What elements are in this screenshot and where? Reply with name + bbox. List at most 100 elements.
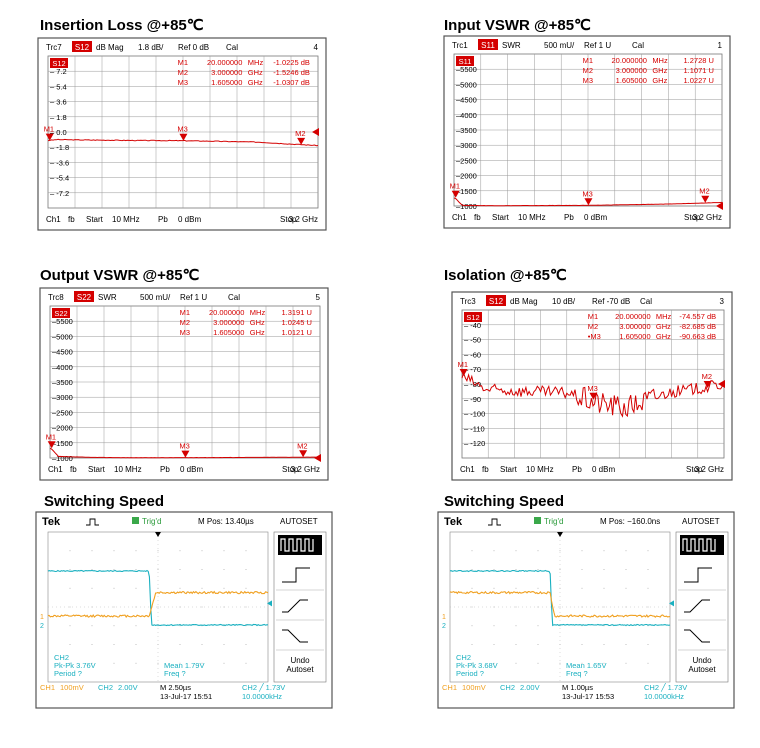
grid-dot xyxy=(245,606,247,608)
timebase: M 2.50µs xyxy=(160,683,191,692)
grid-dot xyxy=(179,569,181,570)
autoset-title: AUTOSET xyxy=(280,517,318,526)
marker-table-freq: 20.000000 xyxy=(207,58,242,67)
grid-dot xyxy=(245,587,247,589)
grid-dot xyxy=(245,569,247,570)
header-scale: 1.8 dB/ xyxy=(138,43,164,52)
y-tick-label: –3500 xyxy=(456,126,477,135)
marker-table-unit: MHz xyxy=(250,308,266,317)
marker-label: M3 xyxy=(179,442,189,451)
y-tick-label: –4500 xyxy=(52,348,73,357)
grid-dot xyxy=(201,606,203,608)
ch2-scale: 2.00V xyxy=(520,683,540,692)
trigger-position-marker xyxy=(557,532,563,537)
marker-table-freq: 3.000000 xyxy=(211,68,242,77)
y-tick-label: – -60 xyxy=(464,350,481,359)
header-ref: Ref 1 U xyxy=(584,41,611,50)
grid-dot xyxy=(647,587,649,589)
trigger-frequency: 10.0000kHz xyxy=(242,692,282,701)
grid-dot xyxy=(179,587,181,589)
footer-start-value: 10 MHz xyxy=(526,465,554,474)
meas-pkpk: Pk-Pk 3.76V xyxy=(54,661,96,670)
plot-badge xyxy=(464,312,482,322)
grid-dot xyxy=(113,662,115,664)
grid-dot xyxy=(559,569,561,570)
meas-mean: Mean 1.65V xyxy=(566,661,606,670)
grid-dot xyxy=(91,587,93,589)
ch2-ground-marker: 2 xyxy=(40,623,44,630)
trace-line xyxy=(461,371,725,418)
grid-dot xyxy=(603,625,605,627)
marker-triangle xyxy=(297,137,306,145)
footer-channel: Ch1 xyxy=(48,465,63,474)
param-badge-label: S22 xyxy=(77,293,92,302)
grid-dot xyxy=(113,569,115,570)
y-tick-label: – 5.4 xyxy=(50,82,67,91)
y-tick-label: – -40 xyxy=(464,321,481,330)
slope-up-icon xyxy=(684,599,710,613)
grid-dot xyxy=(157,550,159,552)
ref-arrow xyxy=(718,380,725,388)
header-trace: Trc1 xyxy=(452,41,468,50)
scope-run-icon xyxy=(488,518,501,526)
marker-triangle xyxy=(181,450,190,458)
grid-dot xyxy=(515,587,517,589)
side-menu xyxy=(273,531,327,683)
grid-dot xyxy=(113,606,115,608)
autoset-label: Autoset xyxy=(286,665,314,674)
grid-dot xyxy=(493,662,495,664)
grid-dot xyxy=(223,662,225,664)
grid-dot xyxy=(179,550,181,552)
grid-dot xyxy=(537,644,539,645)
header-ref: Ref -70 dB xyxy=(592,297,630,306)
marker-label: M3 xyxy=(177,125,187,134)
grid-dot xyxy=(113,587,115,589)
trigger-frequency: 10.0000kHz xyxy=(644,692,684,701)
grid-dot xyxy=(559,662,561,664)
marker-table-value: -90.663 dB xyxy=(679,332,716,341)
y-tick-label: – -110 xyxy=(464,424,485,433)
grid-dot xyxy=(223,644,225,645)
timebase: M 1.00µs xyxy=(562,683,593,692)
param-badge-label: S12 xyxy=(75,43,90,52)
param-badge xyxy=(486,295,506,306)
marker-table-freq: 3.000000 xyxy=(616,66,647,75)
marker-table-value: 1.1071 U xyxy=(684,66,714,75)
header-ref: Ref 0 dB xyxy=(178,43,209,52)
marker-label: M1 xyxy=(44,125,54,134)
header-channel: 3 xyxy=(720,297,725,306)
trigger-setting: CH2 ╱ 1.73V xyxy=(644,682,687,692)
grid-dot xyxy=(537,662,539,664)
grid-dot xyxy=(581,644,583,645)
grid-dot xyxy=(471,550,473,552)
trig-status-icon xyxy=(132,517,139,524)
panel-title-isolation: Isolation @+85℃ xyxy=(444,267,567,284)
footer-fb: fb xyxy=(70,465,77,474)
ch2-label: CH2 xyxy=(98,683,113,692)
trig-status-icon xyxy=(534,517,541,524)
meas-freq: Freq ? xyxy=(164,669,186,678)
scope-brand: Tek xyxy=(42,516,61,528)
y-tick-label: – -80 xyxy=(464,380,481,389)
header-format: SWR xyxy=(98,293,117,302)
trace-ch1 xyxy=(47,590,269,618)
y-tick-label: –1500 xyxy=(456,187,477,196)
param-badge xyxy=(74,291,94,302)
param-badge-label: S12 xyxy=(489,297,504,306)
meas-pkpk: Pk-Pk 3.68V xyxy=(456,661,498,670)
marker-label: M2 xyxy=(702,372,712,381)
marker-label: M1 xyxy=(46,432,56,441)
y-tick-label: – -5.4 xyxy=(50,174,69,183)
y-tick-label: – 0.0 xyxy=(50,128,67,137)
grid-dot xyxy=(245,644,247,645)
trig-status: Trig'd xyxy=(544,517,563,526)
grid-dot xyxy=(471,606,473,608)
footer-stop-value: 3.2 GHz xyxy=(289,215,318,224)
timestamp: 13-Jul-17 15:51 xyxy=(160,692,212,701)
y-tick-label: – -120 xyxy=(464,439,485,448)
marker-table-unit: MHz xyxy=(652,56,668,65)
grid-dot xyxy=(515,662,517,664)
marker-table-name: M2 xyxy=(178,68,188,77)
ch1-scale: 100mV xyxy=(60,683,84,692)
ch1-ground-marker: 1 xyxy=(442,614,446,621)
